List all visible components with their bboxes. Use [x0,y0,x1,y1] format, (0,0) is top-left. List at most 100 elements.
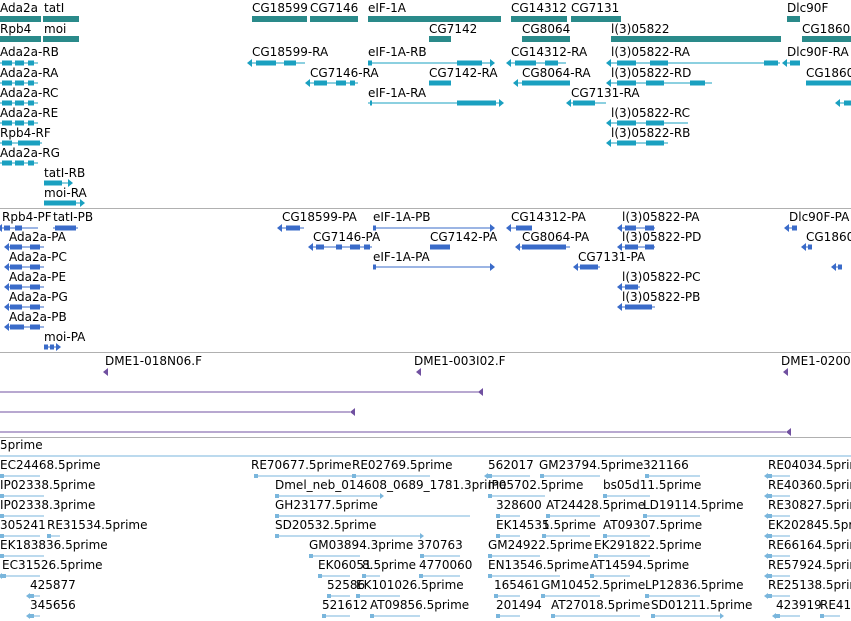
gene-feature-label[interactable]: tatI [44,1,65,15]
est-feature-label[interactable]: SD20532.5prime [275,518,377,532]
est-feature-label[interactable]: RE04034.5prime [768,458,851,472]
transcript-track[interactable]: Ada2a-RB CG18599-RA eIF-1A-RB CG14312-RA l(3… [0,42,851,208]
protein-feature-label[interactable]: l(3)05822-PA [622,210,700,224]
clone-feature-label[interactable]: DME1-003I02.F [414,354,506,368]
protein-feature-label[interactable]: CG7142-PA [430,230,498,244]
est-feature-label[interactable]: GM10452.5prime [541,578,646,592]
est-feature-label[interactable]: 5prime [0,438,43,452]
protein-feature-label[interactable]: l(3)05822-PC [622,270,701,284]
protein-feature-label[interactable]: moi-PA [44,330,86,344]
est-feature-label[interactable]: EK14531 [496,518,550,532]
est-feature-label[interactable]: AT14594.5prime [590,558,690,572]
est-feature-label[interactable]: RE57924.5prime [768,558,851,572]
est-feature-label[interactable]: 165461 [494,578,540,592]
est-feature-label[interactable]: 328600 [496,498,542,512]
protein-feature-label[interactable]: CG18599-PA [282,210,357,224]
est-feature-label[interactable]: GM24922.5prime [488,538,593,552]
protein-feature-label[interactable]: CG8064-PA [522,230,590,244]
transcript-feature-label[interactable]: Dlc90F-RA [787,45,849,59]
transcript-feature-label[interactable]: l(3)05822-RB [611,126,691,140]
est-feature-label[interactable]: AT09856.5prime [370,598,470,612]
est-feature-label[interactable]: AT09307.5prime [603,518,703,532]
transcript-feature-label[interactable]: Ada2a-RC [0,86,59,100]
protein-feature-label[interactable]: CG14312-PA [511,210,586,224]
est-feature-label[interactable]: AT24428.5prime [546,498,646,512]
est-feature-label[interactable]: LD19114.5prime [643,498,744,512]
est-feature-label[interactable]: SD01211.5prime [651,598,753,612]
protein-feature-label[interactable]: Rpb4-PF [2,210,52,224]
transcript-feature-label[interactable]: CG8064-RA [522,66,591,80]
est-feature-label[interactable]: RE66164.5prime [768,538,851,552]
protein-feature-label[interactable]: l(3)05822-PD [622,230,702,244]
est-feature-label[interactable]: 521612 [322,598,368,612]
est-feature-label[interactable]: AT27018.5prime [551,598,651,612]
est-feature-label[interactable]: Dmel_neb_014608_0689_1781.3prime [275,478,507,492]
est-feature-label[interactable]: RE41 [820,598,851,612]
protein-feature-label[interactable]: tatI-PB [53,210,94,224]
est-feature-label[interactable]: LP12836.5prime [645,578,744,592]
protein-feature-label[interactable]: Ada2a-PE [9,270,67,284]
protein-feature-label[interactable]: l(3)05822-PB [622,290,701,304]
protein-feature-label[interactable]: CG1860 [806,230,851,244]
est-track[interactable]: 5prime EC24468.5prime RE70677.5prime RE0276… [0,438,851,621]
gene-feature-label[interactable]: Ada2a [0,1,38,15]
gene-feature-label[interactable]: CG7142 [429,22,478,36]
est-feature-label[interactable]: RE70677.5prime [251,458,352,472]
protein-feature-label[interactable]: CG7131-PA [578,250,646,264]
est-feature-label[interactable]: 345656 [30,598,76,612]
gene-feature-label[interactable]: eIF-1A [368,1,406,15]
est-feature-label[interactable]: RE30827.5prime [768,498,851,512]
protein-feature-label[interactable]: Ada2a-PG [9,290,68,304]
transcript-feature-label[interactable]: CG7146-RA [310,66,379,80]
transcript-feature-label[interactable]: CG18599-RA [252,45,329,59]
est-feature-label[interactable]: EK06051 [318,558,372,572]
gene-feature-label[interactable]: CG18599 [252,1,308,15]
est-feature-label[interactable]: RE25138.5prime [768,578,851,592]
est-feature-label[interactable]: 425877 [30,578,76,592]
gene-feature-label[interactable]: Dlc90F [787,1,829,15]
est-feature-label[interactable]: EK183836.5prime [0,538,108,552]
est-feature-label[interactable]: 4770060 [419,558,473,572]
transcript-feature-label[interactable]: Ada2a-RG [0,146,60,160]
gene-feature-label[interactable]: moi [44,22,67,36]
est-feature-label[interactable]: 8.5prime [362,558,417,572]
transcript-feature-label[interactable]: CG1860 [806,66,851,80]
transcript-feature-label[interactable]: CG7131-RA [571,86,640,100]
gene-feature-label[interactable]: CG7131 [571,1,620,15]
transcript-feature-label[interactable]: CG7142-RA [429,66,498,80]
protein-feature-label[interactable]: eIF-1A-PA [373,250,430,264]
gene-feature-label[interactable]: l(3)05822 [611,22,670,36]
protein-feature-label[interactable]: Ada2a-PC [9,250,67,264]
transcript-feature-label[interactable]: Ada2a-RE [0,106,59,120]
gene-feature-label[interactable]: Rpb4 [0,22,32,36]
est-feature-label[interactable]: 321166 [643,458,689,472]
est-feature-label[interactable]: 5.5prime [542,518,597,532]
est-feature-label[interactable]: RE40360.5prime [768,478,851,492]
transcript-feature-label[interactable]: moi-RA [44,186,87,200]
gene-track[interactable]: Ada2a tatI CG18599 CG7146 eIF-1A CG14312 CG713… [0,0,851,42]
est-feature-label[interactable]: EC24468.5prime [0,458,101,472]
clone-feature-label[interactable]: DME1-018N06.F [105,354,203,368]
protein-feature-label[interactable]: Dlc90F-PA [789,210,850,224]
est-feature-label[interactable]: 201494 [496,598,542,612]
protein-feature-label[interactable]: CG7146-PA [313,230,381,244]
transcript-feature-label[interactable]: eIF-1A-RA [368,86,427,100]
protein-feature-label[interactable]: Ada2a-PB [9,310,67,324]
transcript-feature-label[interactable]: l(3)05822-RA [611,45,690,59]
est-feature-label[interactable]: 562017 [488,458,534,472]
est-feature-label[interactable]: 305241 [0,518,46,532]
est-feature-label[interactable]: RE31534.5prime [47,518,148,532]
transcript-feature-label[interactable]: l(3)05822-RC [611,106,690,120]
clone-track[interactable]: DME1-018N06.F DME1-003I02.F DME1-0200 [0,353,851,437]
protein-track[interactable]: Rpb4-PF tatI-PB CG18599-PA eIF-1A-PB CG14312… [0,209,851,351]
est-feature-label[interactable]: 370763 [417,538,463,552]
transcript-feature-label[interactable]: Ada2a-RA [0,66,59,80]
protein-feature-label[interactable]: Ada2a-PA [9,230,66,244]
transcript-feature-label[interactable]: Ada2a-RB [0,45,59,59]
protein-feature-label[interactable]: eIF-1A-PB [373,210,431,224]
transcript-feature-label[interactable]: eIF-1A-RB [368,45,427,59]
est-feature-label[interactable]: EN13546.5prime [488,558,590,572]
est-feature-label[interactable]: bs05d11.5prime [603,478,702,492]
est-feature-label[interactable]: IP02338.5prime [0,478,96,492]
est-feature-label[interactable]: EK291822.5prime [594,538,702,552]
